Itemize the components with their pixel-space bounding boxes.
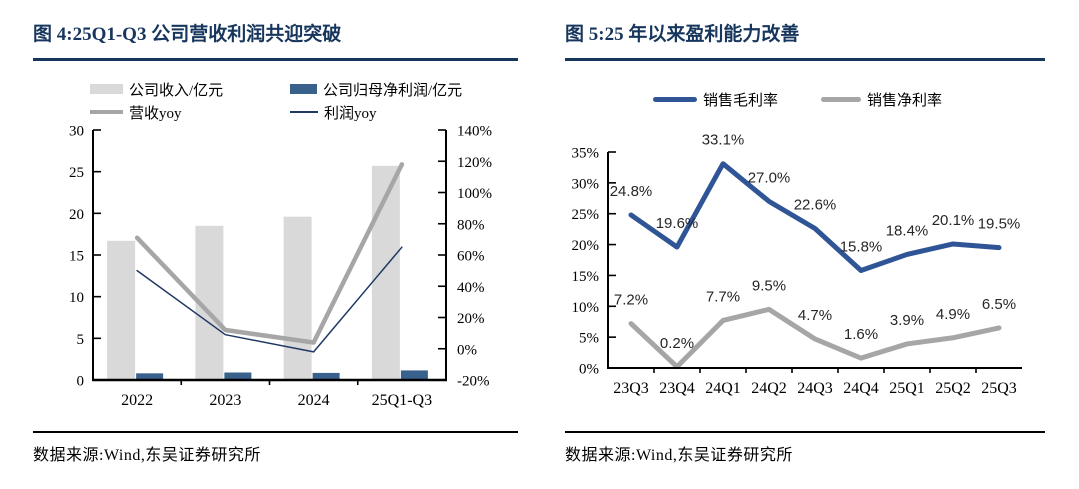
net-margin-legend-label: 销售净利率 bbox=[867, 92, 943, 109]
figure5-title: 图 5:25 年以来盈利能力改善 bbox=[565, 24, 800, 45]
svg-text:18.4%: 18.4% bbox=[886, 222, 929, 239]
svg-text:27.0%: 27.0% bbox=[748, 169, 791, 186]
svg-text:20.1%: 20.1% bbox=[932, 212, 975, 229]
revenue-bar-swatch bbox=[90, 84, 123, 94]
svg-text:2023: 2023 bbox=[209, 392, 241, 409]
svg-text:15%: 15% bbox=[572, 269, 600, 285]
netprofit-legend-label: 公司归母净利润/亿元 bbox=[323, 82, 463, 99]
svg-text:4.7%: 4.7% bbox=[798, 307, 832, 324]
figure5-legend-item-net-margin: 销售净利率 bbox=[821, 91, 943, 109]
figure4-legend-item-revenue: 公司收入/亿元 bbox=[90, 81, 224, 99]
svg-text:6.5%: 6.5% bbox=[982, 296, 1016, 313]
svg-text:30: 30 bbox=[69, 124, 84, 140]
svg-text:23Q4: 23Q4 bbox=[659, 380, 695, 397]
svg-text:35%: 35% bbox=[572, 146, 600, 162]
figure5-title-underline bbox=[565, 58, 1045, 61]
profit-yoy-line-swatch bbox=[290, 111, 318, 113]
svg-text:120%: 120% bbox=[457, 155, 492, 171]
svg-text:25Q1: 25Q1 bbox=[889, 380, 925, 397]
net-margin-line-swatch bbox=[821, 96, 861, 102]
svg-text:20%: 20% bbox=[572, 238, 600, 254]
svg-text:10%: 10% bbox=[572, 300, 600, 316]
svg-text:24Q2: 24Q2 bbox=[751, 380, 787, 397]
svg-text:24.8%: 24.8% bbox=[610, 183, 653, 200]
svg-text:1.6%: 1.6% bbox=[844, 326, 878, 343]
svg-text:15: 15 bbox=[69, 249, 84, 265]
svg-text:25Q3: 25Q3 bbox=[981, 380, 1017, 397]
figure5-bottom-rule bbox=[565, 431, 1045, 433]
svg-text:0%: 0% bbox=[579, 362, 599, 378]
figure5-source: 数据来源:Wind,东吴证券研究所 bbox=[565, 447, 793, 464]
svg-text:19.5%: 19.5% bbox=[978, 216, 1021, 233]
svg-text:7.7%: 7.7% bbox=[706, 288, 740, 305]
svg-text:0%: 0% bbox=[457, 342, 477, 358]
svg-text:100%: 100% bbox=[457, 186, 492, 202]
svg-text:7.2%: 7.2% bbox=[614, 292, 648, 309]
svg-text:25%: 25% bbox=[572, 207, 600, 223]
svg-text:2024: 2024 bbox=[298, 392, 330, 409]
figure4-bottom-rule bbox=[33, 431, 518, 433]
svg-text:25Q1-Q3: 25Q1-Q3 bbox=[372, 392, 432, 409]
svg-text:10: 10 bbox=[69, 290, 84, 306]
revenue-yoy-line-swatch bbox=[90, 110, 123, 114]
svg-text:19.6%: 19.6% bbox=[656, 215, 699, 232]
figure4-legend-item-netprofit: 公司归母净利润/亿元 bbox=[290, 81, 463, 99]
svg-text:25: 25 bbox=[69, 165, 84, 181]
svg-text:2022: 2022 bbox=[121, 392, 153, 409]
svg-text:22.6%: 22.6% bbox=[794, 197, 837, 214]
svg-text:20%: 20% bbox=[457, 311, 485, 327]
svg-text:24Q3: 24Q3 bbox=[797, 380, 833, 397]
revenue-legend-label: 公司收入/亿元 bbox=[129, 82, 224, 99]
svg-text:4.9%: 4.9% bbox=[936, 306, 970, 323]
svg-text:30%: 30% bbox=[572, 176, 600, 192]
svg-text:24Q4: 24Q4 bbox=[843, 380, 879, 397]
svg-text:60%: 60% bbox=[457, 249, 485, 265]
svg-text:9.5%: 9.5% bbox=[752, 277, 786, 294]
svg-text:15.8%: 15.8% bbox=[840, 238, 883, 255]
figure4-legend-item-profit-yoy: 利润yoy bbox=[290, 104, 377, 122]
figure4-title: 图 4:25Q1-Q3 公司营收利润共迎突破 bbox=[33, 24, 342, 45]
figure4-source: 数据来源:Wind,东吴证券研究所 bbox=[33, 447, 261, 464]
figure4-legend-item-revenue-yoy: 营收yoy bbox=[90, 104, 182, 122]
svg-text:25Q2: 25Q2 bbox=[935, 380, 971, 397]
svg-text:24Q1: 24Q1 bbox=[705, 380, 741, 397]
svg-text:-20%: -20% bbox=[457, 374, 490, 390]
svg-text:5: 5 bbox=[77, 332, 85, 348]
revenue-yoy-legend-label: 营收yoy bbox=[129, 105, 182, 122]
svg-text:5%: 5% bbox=[579, 331, 599, 347]
svg-text:0: 0 bbox=[77, 374, 85, 390]
svg-text:140%: 140% bbox=[457, 124, 492, 140]
svg-text:40%: 40% bbox=[457, 280, 485, 296]
gross-margin-line-swatch bbox=[653, 96, 697, 102]
profit-yoy-legend-label: 利润yoy bbox=[324, 105, 377, 122]
svg-text:0.2%: 0.2% bbox=[660, 335, 694, 352]
svg-text:80%: 80% bbox=[457, 217, 485, 233]
figure4-title-underline bbox=[33, 58, 518, 61]
svg-text:23Q3: 23Q3 bbox=[613, 380, 649, 397]
gross-margin-legend-label: 销售毛利率 bbox=[703, 92, 779, 109]
figure5-legend-item-gross-margin: 销售毛利率 bbox=[653, 91, 779, 109]
svg-text:3.9%: 3.9% bbox=[890, 312, 924, 329]
netprofit-bar-swatch bbox=[290, 84, 317, 94]
svg-text:33.1%: 33.1% bbox=[702, 132, 745, 149]
svg-text:20: 20 bbox=[69, 207, 84, 223]
